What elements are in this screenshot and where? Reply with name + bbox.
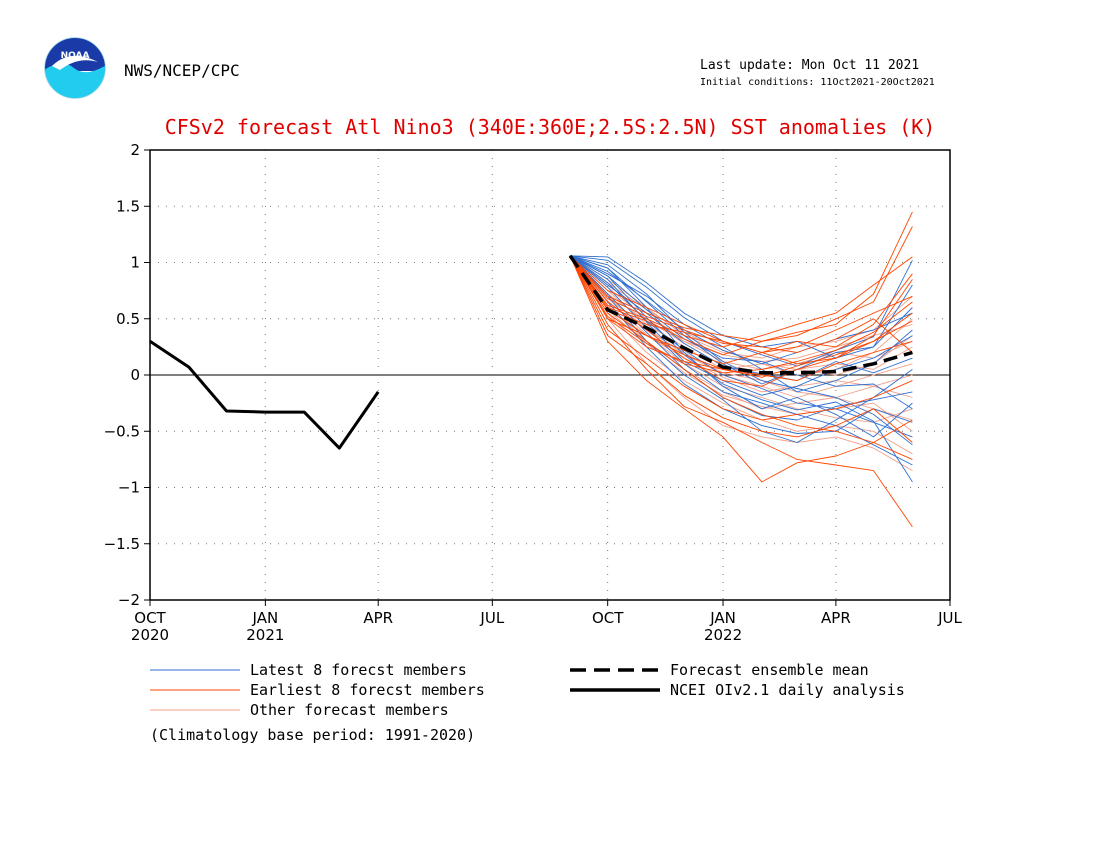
logo-text: NOAA: [61, 51, 90, 61]
x-tick-label: JUL: [479, 609, 504, 627]
earliest-member-line: [569, 255, 913, 382]
earliest-member-line: [569, 211, 913, 356]
x-tick-label: JAN: [252, 609, 279, 627]
earliest-member-line: [569, 255, 913, 528]
other-member-line: [569, 255, 913, 471]
earliest-member-line: [569, 255, 913, 483]
earliest-member-line: [569, 255, 913, 353]
x-tick-label: OCT: [592, 609, 624, 627]
observed-analysis-line: [149, 340, 380, 450]
agency-label: NWS/NCEP/CPC: [124, 61, 240, 80]
plot-frame: [149, 149, 951, 601]
x-tick-year-label: 2021: [246, 626, 284, 644]
latest-member-line: [569, 255, 913, 396]
legend-label: Earliest 8 forecst members: [250, 681, 485, 699]
climatology-footnote: (Climatology base period: 1991-2020): [150, 726, 475, 744]
noaa-logo: NOAA: [44, 37, 106, 99]
y-tick-label: −1: [118, 479, 140, 497]
logo-bird: [52, 55, 98, 70]
legend-label: Forecast ensemble mean: [670, 661, 869, 679]
y-tick-label: 0.5: [116, 310, 140, 328]
y-tick-label: −1.5: [104, 535, 140, 553]
grid-layer: [150, 150, 950, 600]
x-tick-year-label: 2022: [704, 626, 742, 644]
last-update-label: Last update: Mon Oct 11 2021: [700, 58, 919, 73]
x-tick-label: JAN: [709, 609, 736, 627]
earliest-member-line: [569, 255, 913, 387]
latest-member-line: [570, 255, 913, 367]
chart-title: CFSv2 forecast Atl Nino3 (340E:360E;2.5S…: [165, 115, 936, 139]
legend: Latest 8 forecst members Earliest 8 forec…: [150, 661, 905, 719]
earliest-member-line: [569, 255, 913, 348]
x-tick-label: JUL: [937, 609, 962, 627]
legend-label: Other forecast members: [250, 701, 449, 719]
main-series: [149, 254, 913, 450]
earliest-member-line: [569, 255, 913, 365]
y-tick-label: −0.5: [104, 422, 140, 440]
latest-member-line: [569, 255, 913, 466]
earliest-member-line: [569, 255, 913, 443]
legend-label: Latest 8 forecst members: [250, 661, 467, 679]
y-tick-label: 1: [130, 254, 140, 272]
latest-member-line: [569, 255, 913, 365]
legend-label: NCEI OIv2.1 daily analysis: [670, 681, 905, 699]
x-tick-label: APR: [363, 609, 393, 627]
y-tick-label: 0: [130, 366, 140, 384]
y-tick-label: 2: [130, 141, 140, 159]
earliest-member-line: [569, 255, 913, 365]
x-tick-label: APR: [821, 609, 851, 627]
latest-member-line: [569, 255, 913, 483]
forecast-members: [569, 211, 913, 528]
y-tick-label: −2: [118, 591, 140, 609]
latest-member-line: [569, 255, 913, 434]
earliest-member-line: [569, 255, 913, 421]
x-tick-year-label: 2020: [131, 626, 169, 644]
earliest-member-line: [569, 255, 913, 378]
latest-member-line: [569, 255, 913, 438]
y-tick-label: 1.5: [116, 197, 140, 215]
earliest-member-line: [569, 226, 913, 342]
ensemble-mean-line: [568, 254, 913, 375]
initial-conditions-label: Initial conditions: 11Oct2021-20Oct2021: [700, 77, 935, 88]
logo-wave: [45, 63, 105, 98]
x-tick-label: OCT: [134, 609, 166, 627]
latest-member-line: [569, 255, 913, 410]
other-member-line: [569, 255, 913, 393]
